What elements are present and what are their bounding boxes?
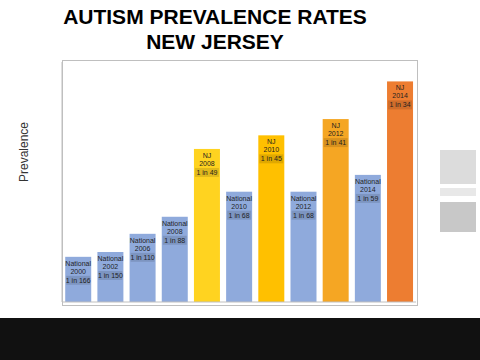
svg-text:1 in 41: 1 in 41: [325, 139, 346, 146]
svg-text:NJ: NJ: [267, 138, 276, 145]
svg-text:2008: 2008: [199, 160, 215, 167]
svg-text:1 in 49: 1 in 49: [196, 169, 217, 176]
svg-text:1 in 110: 1 in 110: [130, 254, 154, 261]
svg-text:2006: 2006: [135, 245, 151, 252]
svg-text:1 in 88: 1 in 88: [164, 237, 185, 244]
svg-text:2014: 2014: [360, 186, 376, 193]
svg-text:National: National: [98, 255, 124, 262]
svg-text:1 in 68: 1 in 68: [229, 212, 250, 219]
svg-text:NJ: NJ: [203, 152, 212, 159]
svg-text:1 in 150: 1 in 150: [98, 272, 123, 279]
svg-text:1 in 166: 1 in 166: [66, 277, 91, 284]
html-text:AUTISM PREVALENCE RATES: AUTISM PREVALENCE RATES: [63, 5, 367, 28]
svg-text:1 in 34: 1 in 34: [390, 101, 411, 108]
svg-text:2000: 2000: [70, 268, 86, 275]
svg-text:2014: 2014: [392, 92, 408, 99]
svg-text:1 in 68: 1 in 68: [293, 212, 314, 219]
svg-text:Prevalence: Prevalence: [17, 122, 31, 182]
svg-text:National: National: [130, 237, 156, 244]
svg-text:2008: 2008: [167, 228, 183, 235]
svg-text:National: National: [162, 220, 188, 227]
svg-text:National: National: [355, 178, 381, 185]
svg-text:2010: 2010: [231, 203, 247, 210]
svg-text:2010: 2010: [264, 146, 280, 153]
svg-text:National: National: [226, 195, 252, 202]
svg-text:1 in 45: 1 in 45: [261, 155, 282, 162]
svg-text:National: National: [65, 260, 91, 267]
svg-text:2002: 2002: [103, 263, 119, 270]
svg-text:NJ: NJ: [331, 122, 340, 129]
svg-text:NJ: NJ: [396, 84, 405, 91]
svg-text:2012: 2012: [296, 203, 312, 210]
svg-text:2012: 2012: [328, 130, 344, 137]
svg-text:1 in 59: 1 in 59: [357, 195, 378, 202]
svg-text:National: National: [291, 195, 317, 202]
html-text:NEW JERSEY: NEW JERSEY: [146, 30, 284, 53]
